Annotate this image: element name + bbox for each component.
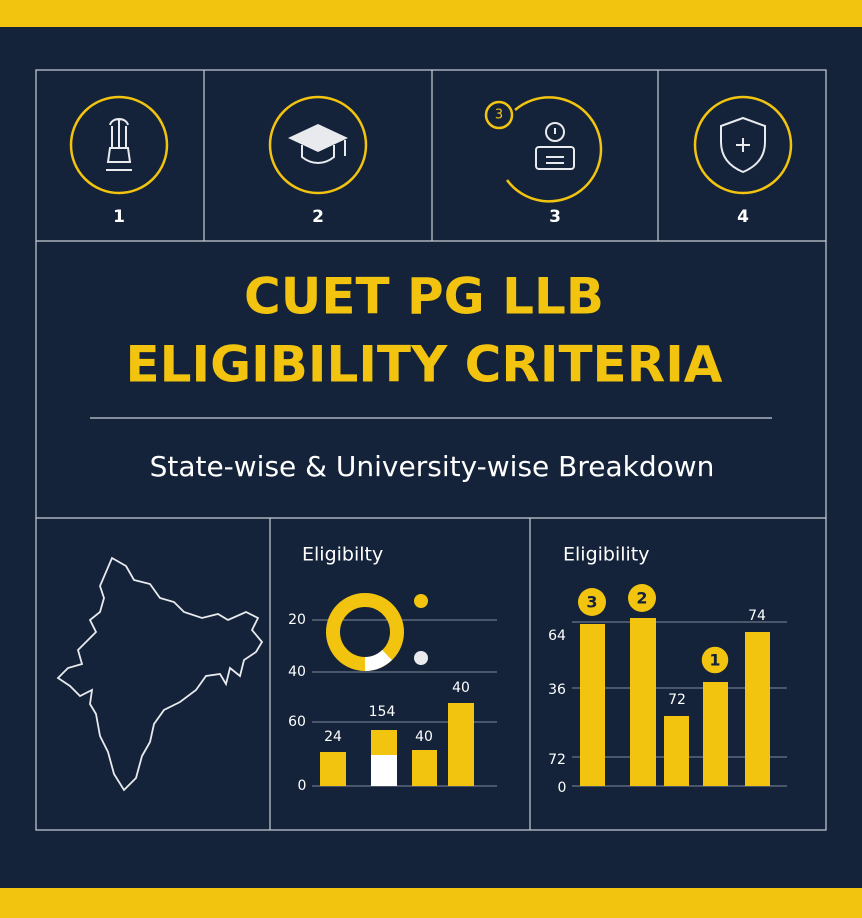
top-band [0, 0, 862, 27]
bar-badge: 3 [586, 593, 597, 612]
bar-label: 72 [668, 692, 686, 708]
bar [630, 618, 656, 786]
axis-label: 36 [548, 682, 566, 698]
bar-label: 24 [324, 729, 342, 745]
step-number: 1 [113, 207, 125, 227]
axis-label: 40 [288, 664, 306, 680]
bar [703, 682, 728, 786]
axis-label: 72 [548, 752, 566, 768]
axis-label: 0 [558, 780, 567, 796]
axis-label: 64 [548, 628, 566, 644]
bar [320, 752, 346, 786]
bar-label: 40 [415, 729, 433, 745]
step-number: 3 [549, 207, 561, 227]
form-icon [484, 96, 603, 203]
bar-badge: 1 [709, 651, 720, 670]
badges [578, 584, 730, 675]
bar [745, 632, 770, 786]
axis-label: 20 [288, 612, 306, 628]
bar [664, 716, 689, 786]
bar [448, 703, 474, 786]
bar-label: 40 [452, 680, 470, 696]
shield-icon [693, 95, 793, 195]
bar [412, 750, 437, 786]
panel-title: Eligibilty [302, 544, 383, 566]
axis-label: 0 [298, 778, 307, 794]
bar [371, 755, 397, 786]
axis-label: 60 [288, 714, 306, 730]
bar-label: 154 [369, 704, 396, 720]
step-number: 2 [312, 207, 324, 227]
bar-badge: 2 [636, 589, 647, 608]
panel-title: Eligibility [563, 544, 650, 566]
bar [580, 624, 605, 786]
title-line: ELIGIBILITY CRITERIA [125, 336, 722, 394]
title-line: CUET PG LLB [244, 268, 604, 326]
india-map [56, 556, 264, 792]
emblem-icon [69, 95, 169, 195]
subtitle: State-wise & University-wise Breakdown [150, 450, 715, 483]
step-number: 4 [737, 207, 749, 227]
bar [371, 730, 397, 755]
bottom-band [0, 888, 862, 918]
step-badge: 3 [495, 108, 503, 123]
cap-icon [268, 95, 368, 195]
frame [35, 69, 827, 831]
bar-label: 74 [748, 608, 766, 624]
donut [326, 593, 428, 671]
